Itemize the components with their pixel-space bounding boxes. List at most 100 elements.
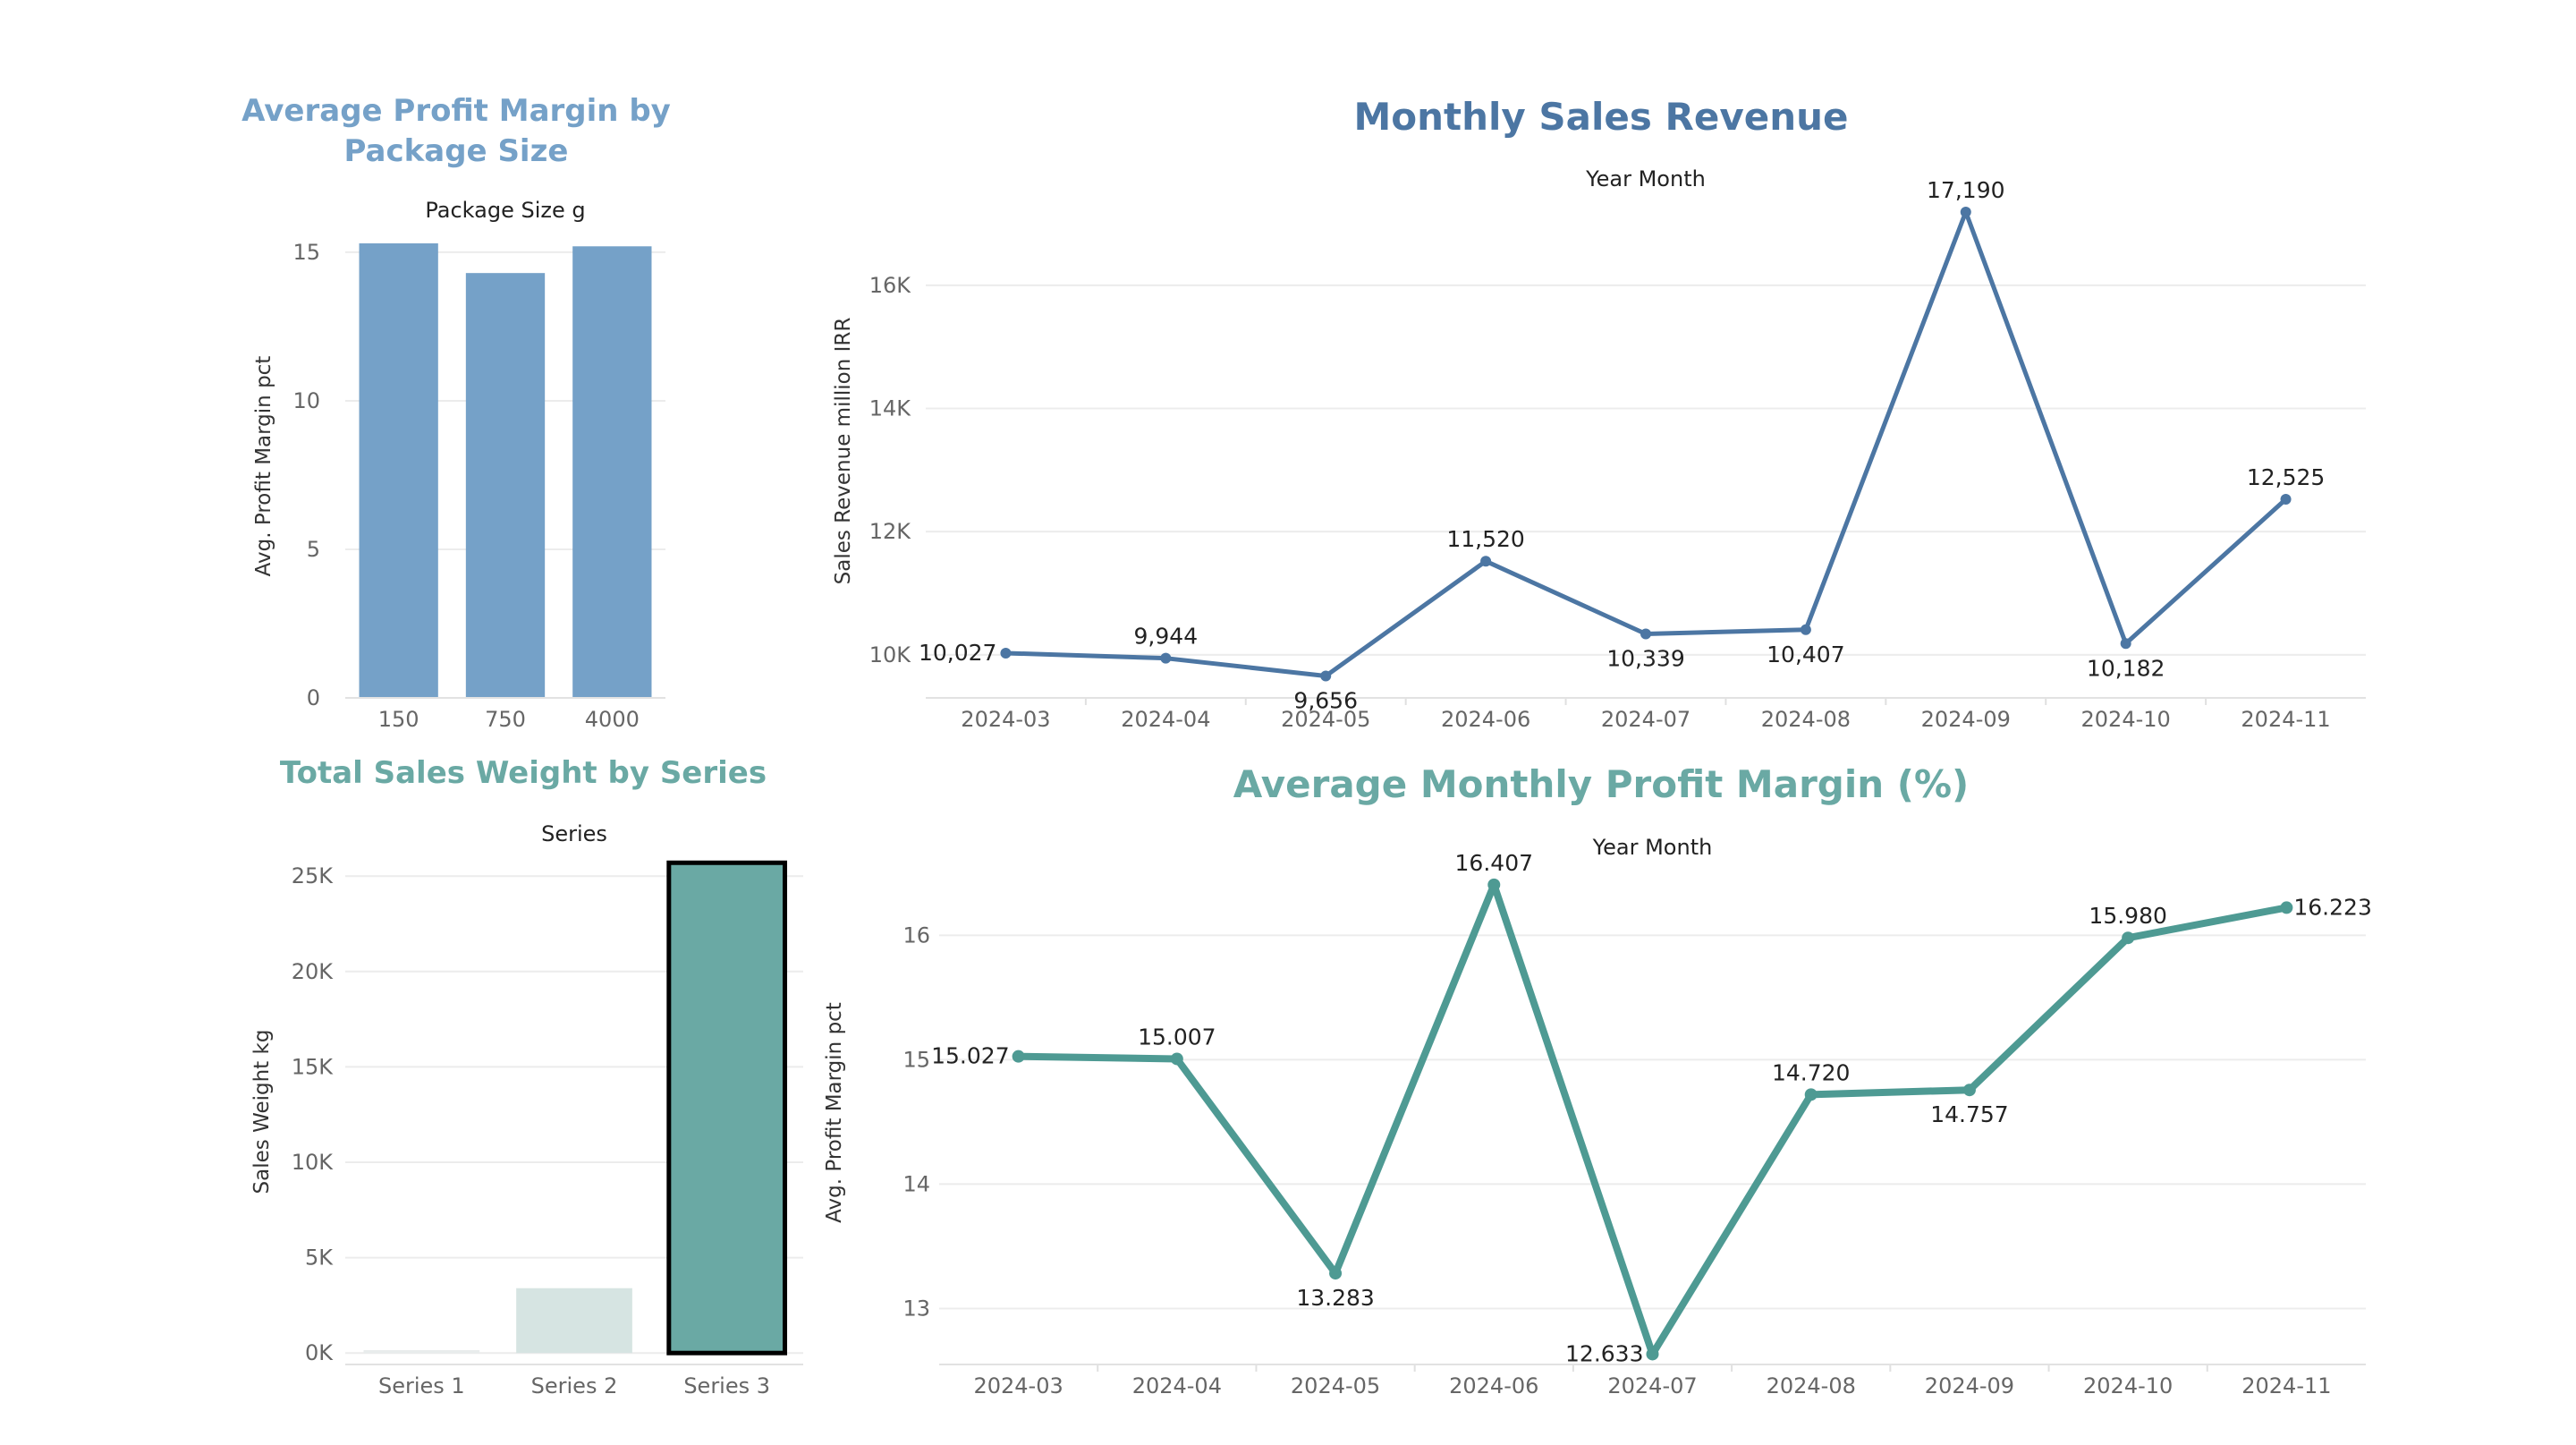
revenue-data-label: 9,944 <box>1134 624 1199 650</box>
revenue-y-axis-label: Sales Revenue million IRR <box>832 318 855 585</box>
margin-xtick-label: 2024-03 <box>973 1373 1063 1398</box>
revenue-point-2024-09 <box>1960 206 1971 217</box>
series-ytick-label: 0K <box>305 1340 334 1365</box>
margin-ytick-label: 13 <box>902 1296 930 1321</box>
margin-y-axis-label: Avg. Profit Margin pct <box>823 1002 846 1223</box>
margin-data-label: 15.027 <box>931 1043 1009 1069</box>
margin-xtick-label: 2024-06 <box>1449 1373 1538 1398</box>
revenue-xtick-label: 2024-08 <box>1761 707 1851 732</box>
margin-point-2024-08 <box>1804 1088 1818 1101</box>
revenue-column-header: Year Month <box>1585 166 1706 191</box>
revenue-point-2024-05 <box>1320 670 1332 682</box>
series-chart-title: Total Sales Weight by Series <box>279 755 767 791</box>
margin-xtick-label: 2024-08 <box>1767 1373 1856 1398</box>
margin-ytick-label: 16 <box>902 922 930 948</box>
revenue-xtick-label: 2024-10 <box>2081 707 2171 732</box>
margin-data-label: 14.757 <box>1930 1101 2008 1127</box>
revenue-point-2024-03 <box>1000 647 1012 659</box>
revenue-point-2024-08 <box>1800 624 1811 635</box>
margin-data-label: 16.223 <box>2293 894 2371 920</box>
revenue-data-label: 10,339 <box>1606 645 1684 671</box>
margin-chart-title: Average Monthly Profit Margin (%) <box>1233 762 1970 806</box>
package-bar-150 <box>359 242 438 698</box>
revenue-ytick-label: 10K <box>869 642 912 667</box>
series-bar-series-3 <box>666 860 788 1356</box>
package-ytick-label: 5 <box>307 537 320 562</box>
series-bar-series-2 <box>516 1288 632 1354</box>
margin-data-label: 14.720 <box>1772 1059 1850 1085</box>
revenue-data-label: 10,182 <box>2087 655 2165 681</box>
margin-xtick-label: 2024-10 <box>2083 1373 2173 1398</box>
revenue-xtick-label: 2024-04 <box>1121 707 1210 732</box>
package-xtick-label: 4000 <box>585 707 640 732</box>
revenue-point-2024-07 <box>1640 628 1651 640</box>
series-column-header: Series <box>541 821 607 846</box>
margin-data-label: 12.633 <box>1565 1340 1643 1366</box>
margin-point-2024-06 <box>1487 878 1501 891</box>
revenue-chart-title: Monthly Sales Revenue <box>1353 95 1849 139</box>
margin-data-label: 13.283 <box>1296 1285 1374 1311</box>
package-xtick-label: 150 <box>378 707 419 732</box>
revenue-ytick-label: 14K <box>869 396 912 421</box>
package-y-axis-label: Avg. Profit Margin pct <box>252 356 275 577</box>
package-bar-4000 <box>572 246 652 698</box>
margin-point-2024-03 <box>1012 1050 1025 1063</box>
series-y-axis-label: Sales Weight kg <box>250 1030 274 1194</box>
series-xtick-label: Series 3 <box>683 1373 770 1398</box>
margin-xtick-label: 2024-04 <box>1132 1373 1222 1398</box>
margin-ytick-label: 15 <box>902 1047 930 1072</box>
margin-point-2024-05 <box>1329 1267 1343 1280</box>
margin-data-label: 15.007 <box>1138 1024 1216 1050</box>
margin-point-2024-10 <box>2122 931 2135 945</box>
margin-column-header: Year Month <box>1592 835 1713 860</box>
package-chart-title: Average Profit Margin by Package Size <box>242 93 671 169</box>
package-ytick-label: 15 <box>292 240 320 265</box>
margin-data-label: 16.407 <box>1455 850 1533 876</box>
series-ytick-label: 5K <box>305 1245 334 1271</box>
revenue-ytick-label: 12K <box>869 519 912 544</box>
revenue-xtick-label: 2024-03 <box>961 707 1050 732</box>
revenue-data-label: 17,190 <box>1927 177 2004 203</box>
revenue-point-2024-06 <box>1480 556 1492 567</box>
revenue-xtick-label: 2024-11 <box>2241 707 2330 732</box>
revenue-point-2024-10 <box>2120 638 2131 650</box>
revenue-data-label: 10,407 <box>1767 642 1844 667</box>
revenue-point-2024-04 <box>1160 652 1172 664</box>
package-ytick-label: 10 <box>292 388 320 413</box>
series-bar-series-1 <box>363 1350 480 1354</box>
revenue-xtick-label: 2024-06 <box>1441 707 1530 732</box>
series-xtick-label: Series 1 <box>378 1373 465 1398</box>
package-bar-750 <box>465 273 546 698</box>
margin-point-2024-09 <box>1962 1084 1976 1097</box>
revenue-xtick-label: 2024-05 <box>1281 707 1370 732</box>
revenue-xtick-label: 2024-07 <box>1601 707 1690 732</box>
margin-xtick-label: 2024-07 <box>1607 1373 1697 1398</box>
revenue-data-label: 9,656 <box>1293 687 1358 713</box>
package-column-header: Package Size g <box>425 198 585 223</box>
margin-point-2024-07 <box>1646 1347 1659 1361</box>
revenue-data-label: 12,525 <box>2247 464 2325 490</box>
margin-xtick-label: 2024-11 <box>2241 1373 2331 1398</box>
package-xtick-label: 750 <box>485 707 526 732</box>
margin-xtick-label: 2024-09 <box>1925 1373 2014 1398</box>
revenue-data-label: 10,027 <box>919 640 996 666</box>
package-ytick-label: 0 <box>307 685 320 710</box>
margin-point-2024-11 <box>2280 901 2293 914</box>
revenue-point-2024-11 <box>2280 494 2292 506</box>
revenue-data-label: 11,520 <box>1446 526 1524 552</box>
series-ytick-label: 20K <box>292 959 335 984</box>
revenue-xtick-label: 2024-09 <box>1921 707 2011 732</box>
margin-ytick-label: 14 <box>902 1171 930 1196</box>
margin-point-2024-04 <box>1170 1052 1183 1066</box>
series-ytick-label: 10K <box>292 1150 335 1175</box>
margin-series-line <box>1014 880 2291 1358</box>
margin-data-label: 15.980 <box>2089 903 2166 929</box>
series-xtick-label: Series 2 <box>531 1373 618 1398</box>
margin-xtick-label: 2024-05 <box>1291 1373 1380 1398</box>
revenue-ytick-label: 16K <box>869 273 912 298</box>
series-ytick-label: 15K <box>292 1054 335 1079</box>
